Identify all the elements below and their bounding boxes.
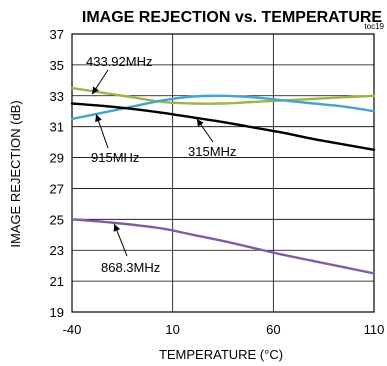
y-tick-label: 29 (50, 151, 64, 166)
annotation-group: 433.92MHz 915MHz 315MHz 868.3MHz (86, 54, 236, 275)
y-tick-label: 37 (50, 27, 64, 42)
y-tick-label: 21 (50, 274, 64, 289)
y-tick-label: 23 (50, 243, 64, 258)
x-tick-label: 60 (266, 322, 280, 337)
x-axis-label: TEMPERATURE (°C) (159, 347, 283, 362)
annotation-arrowhead-915mhz (95, 114, 102, 123)
y-tick-label: 27 (50, 181, 64, 196)
x-tick-label: 110 (364, 322, 385, 337)
annotation-label-868-3mhz: 868.3MHz (101, 260, 160, 275)
series-line-315mhz (70, 102, 376, 152)
x-tick-label: 10 (165, 322, 179, 337)
series-line-868-3mhz (70, 218, 376, 275)
y-tick-labels: 19 21 23 25 27 29 31 33 35 37 (50, 27, 64, 320)
annotation-arrowhead-868-3mhz (113, 223, 121, 232)
y-tick-label: 35 (50, 58, 64, 73)
y-axis-label: IMAGE REJECTION (dB) (8, 100, 23, 247)
series-group (70, 86, 376, 275)
plot-frame (71, 33, 375, 313)
chart-title: IMAGE REJECTION vs. TEMPERATURE (82, 9, 383, 26)
x-tick-labels: -40 10 60 110 (63, 322, 385, 337)
figure-code: toc19 (364, 22, 384, 31)
annotation-label-433-92mhz: 433.92MHz (86, 54, 152, 69)
y-tick-label: 33 (50, 89, 64, 104)
y-tick-label: 31 (50, 120, 64, 135)
series-line-433-92mhz (70, 86, 376, 105)
annotation-arrowhead-433-92mhz (92, 86, 99, 95)
annotation-label-915mhz: 915MHz (91, 150, 139, 165)
annotation-arrowhead-315mhz (196, 118, 204, 127)
y-tick-label: 19 (50, 305, 64, 320)
x-tick-label: -40 (63, 322, 82, 337)
y-tick-label: 25 (50, 212, 64, 227)
annotation-label-315mhz: 315MHz (188, 144, 236, 159)
